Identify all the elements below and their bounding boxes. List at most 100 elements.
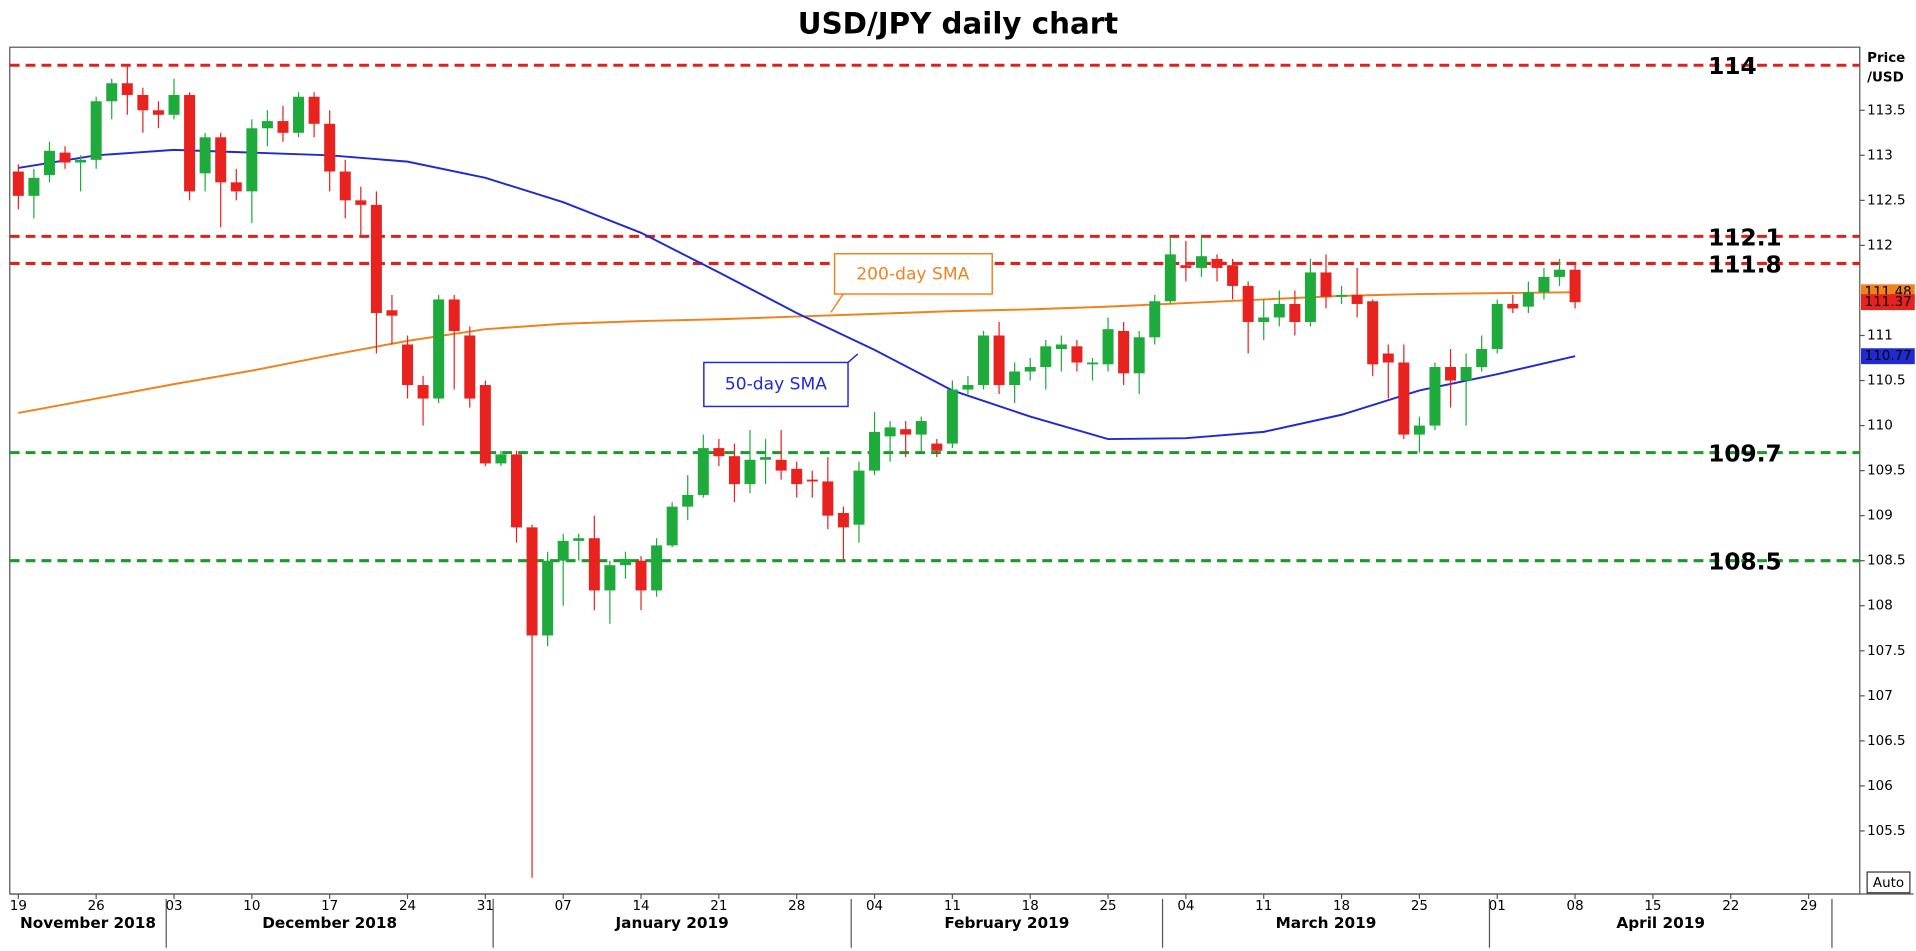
candle-body xyxy=(1180,265,1192,268)
candle-body xyxy=(713,448,725,457)
candle-body xyxy=(1273,303,1285,318)
candle-body xyxy=(791,468,803,485)
candle-body xyxy=(137,94,149,111)
candle-body xyxy=(837,512,849,528)
candle-body xyxy=(1476,348,1488,368)
x-tick-label: 10 xyxy=(243,899,260,914)
candle-body xyxy=(744,459,756,485)
sma-50-callout: 50-day SMA xyxy=(703,353,859,408)
candle-body xyxy=(464,335,476,399)
level-label: 109.7 xyxy=(1708,441,1781,468)
candle-body xyxy=(448,299,460,331)
y-axis-label: Price xyxy=(1867,51,1905,66)
candle-body xyxy=(806,479,818,482)
candle-body xyxy=(760,457,772,460)
auto-button-label[interactable]: Auto xyxy=(1873,876,1904,891)
candle-body xyxy=(619,558,631,566)
x-tick-label: 28 xyxy=(788,899,805,914)
callout-label: 200-day SMA xyxy=(856,264,969,284)
candle-body xyxy=(1258,317,1270,322)
candle-body xyxy=(184,94,196,192)
x-tick-label: 15 xyxy=(1644,899,1661,914)
candle-body xyxy=(1149,301,1161,338)
candle-body xyxy=(1491,303,1503,349)
candle-body xyxy=(1071,346,1083,363)
candle-body xyxy=(1086,362,1098,365)
candle-body xyxy=(557,540,569,561)
x-tick-label: 08 xyxy=(1567,899,1584,914)
y-tick-label: 107.5 xyxy=(1867,644,1905,659)
candle-body xyxy=(775,459,787,471)
y-tick-label: 110 xyxy=(1867,419,1893,434)
callout-box xyxy=(833,252,993,295)
level-label: 111.8 xyxy=(1708,251,1781,278)
candle-body xyxy=(152,110,164,115)
y-tick-label: 107 xyxy=(1867,689,1893,704)
candle-body xyxy=(697,448,709,495)
candle-body xyxy=(1227,265,1239,286)
candle-body xyxy=(355,200,367,205)
y-tick-label: 109 xyxy=(1867,509,1893,524)
candle-body xyxy=(588,538,600,591)
candle-body xyxy=(1538,276,1550,293)
candle-body xyxy=(666,506,678,546)
candle-body xyxy=(75,159,87,163)
candle-body xyxy=(28,177,40,196)
candle-body xyxy=(1398,362,1410,435)
candle-body xyxy=(915,421,927,435)
candle-body xyxy=(884,427,896,437)
y-tick-label: 108.5 xyxy=(1867,554,1905,569)
candle-body xyxy=(1336,294,1348,297)
candle-body xyxy=(542,560,554,636)
candle-body xyxy=(495,454,507,464)
candle-body xyxy=(1429,367,1441,426)
candle-body xyxy=(1569,269,1581,303)
price-tag-label: 111.37 xyxy=(1865,295,1912,310)
candle-body xyxy=(59,152,71,163)
candle-body xyxy=(215,137,227,183)
candle-body xyxy=(230,182,242,192)
x-tick-label: 11 xyxy=(944,899,961,914)
y-axis-label: /USD xyxy=(1867,71,1904,86)
candle-body xyxy=(308,96,320,124)
callout-pointer xyxy=(830,293,844,313)
candle-body xyxy=(1367,301,1379,365)
candle-body xyxy=(1522,292,1534,307)
candle-body xyxy=(1040,346,1052,368)
candle-body xyxy=(1164,254,1176,302)
candle-body xyxy=(1024,367,1036,372)
chart-title: USD/JPY daily chart xyxy=(798,7,1118,41)
x-tick-label: 24 xyxy=(399,899,416,914)
auto-button-box[interactable] xyxy=(1866,871,1911,894)
candle-body xyxy=(1351,294,1363,304)
candle-body xyxy=(1118,330,1130,374)
x-tick-label: 18 xyxy=(1022,899,1039,914)
x-tick-label: 21 xyxy=(710,899,727,914)
month-label: April 2019 xyxy=(1616,914,1705,932)
level-label: 112.1 xyxy=(1708,224,1781,251)
x-tick-label: 14 xyxy=(632,899,649,914)
candle-body xyxy=(246,128,258,192)
y-tick-label: 110.5 xyxy=(1867,374,1905,389)
candle-body xyxy=(106,83,118,102)
price-tag xyxy=(1861,294,1915,311)
candle-body xyxy=(1554,269,1566,277)
y-tick-label: 106.5 xyxy=(1867,734,1905,749)
candle-body xyxy=(853,470,865,525)
level-label: 114 xyxy=(1708,53,1756,80)
auto-button[interactable]: Auto xyxy=(1866,871,1911,894)
x-tick-label: 26 xyxy=(88,899,105,914)
candle-body xyxy=(728,456,740,485)
x-tick-label: 22 xyxy=(1722,899,1739,914)
x-tick-label: 07 xyxy=(555,899,572,914)
x-tick-label: 03 xyxy=(165,899,182,914)
candle-body xyxy=(1055,344,1067,349)
callout-label: 50-day SMA xyxy=(725,374,827,394)
candle-body xyxy=(261,121,273,129)
candle-body xyxy=(1413,425,1425,435)
candle-body xyxy=(1289,303,1301,322)
candle-body xyxy=(1382,353,1394,363)
level-label: 108.5 xyxy=(1708,549,1781,576)
